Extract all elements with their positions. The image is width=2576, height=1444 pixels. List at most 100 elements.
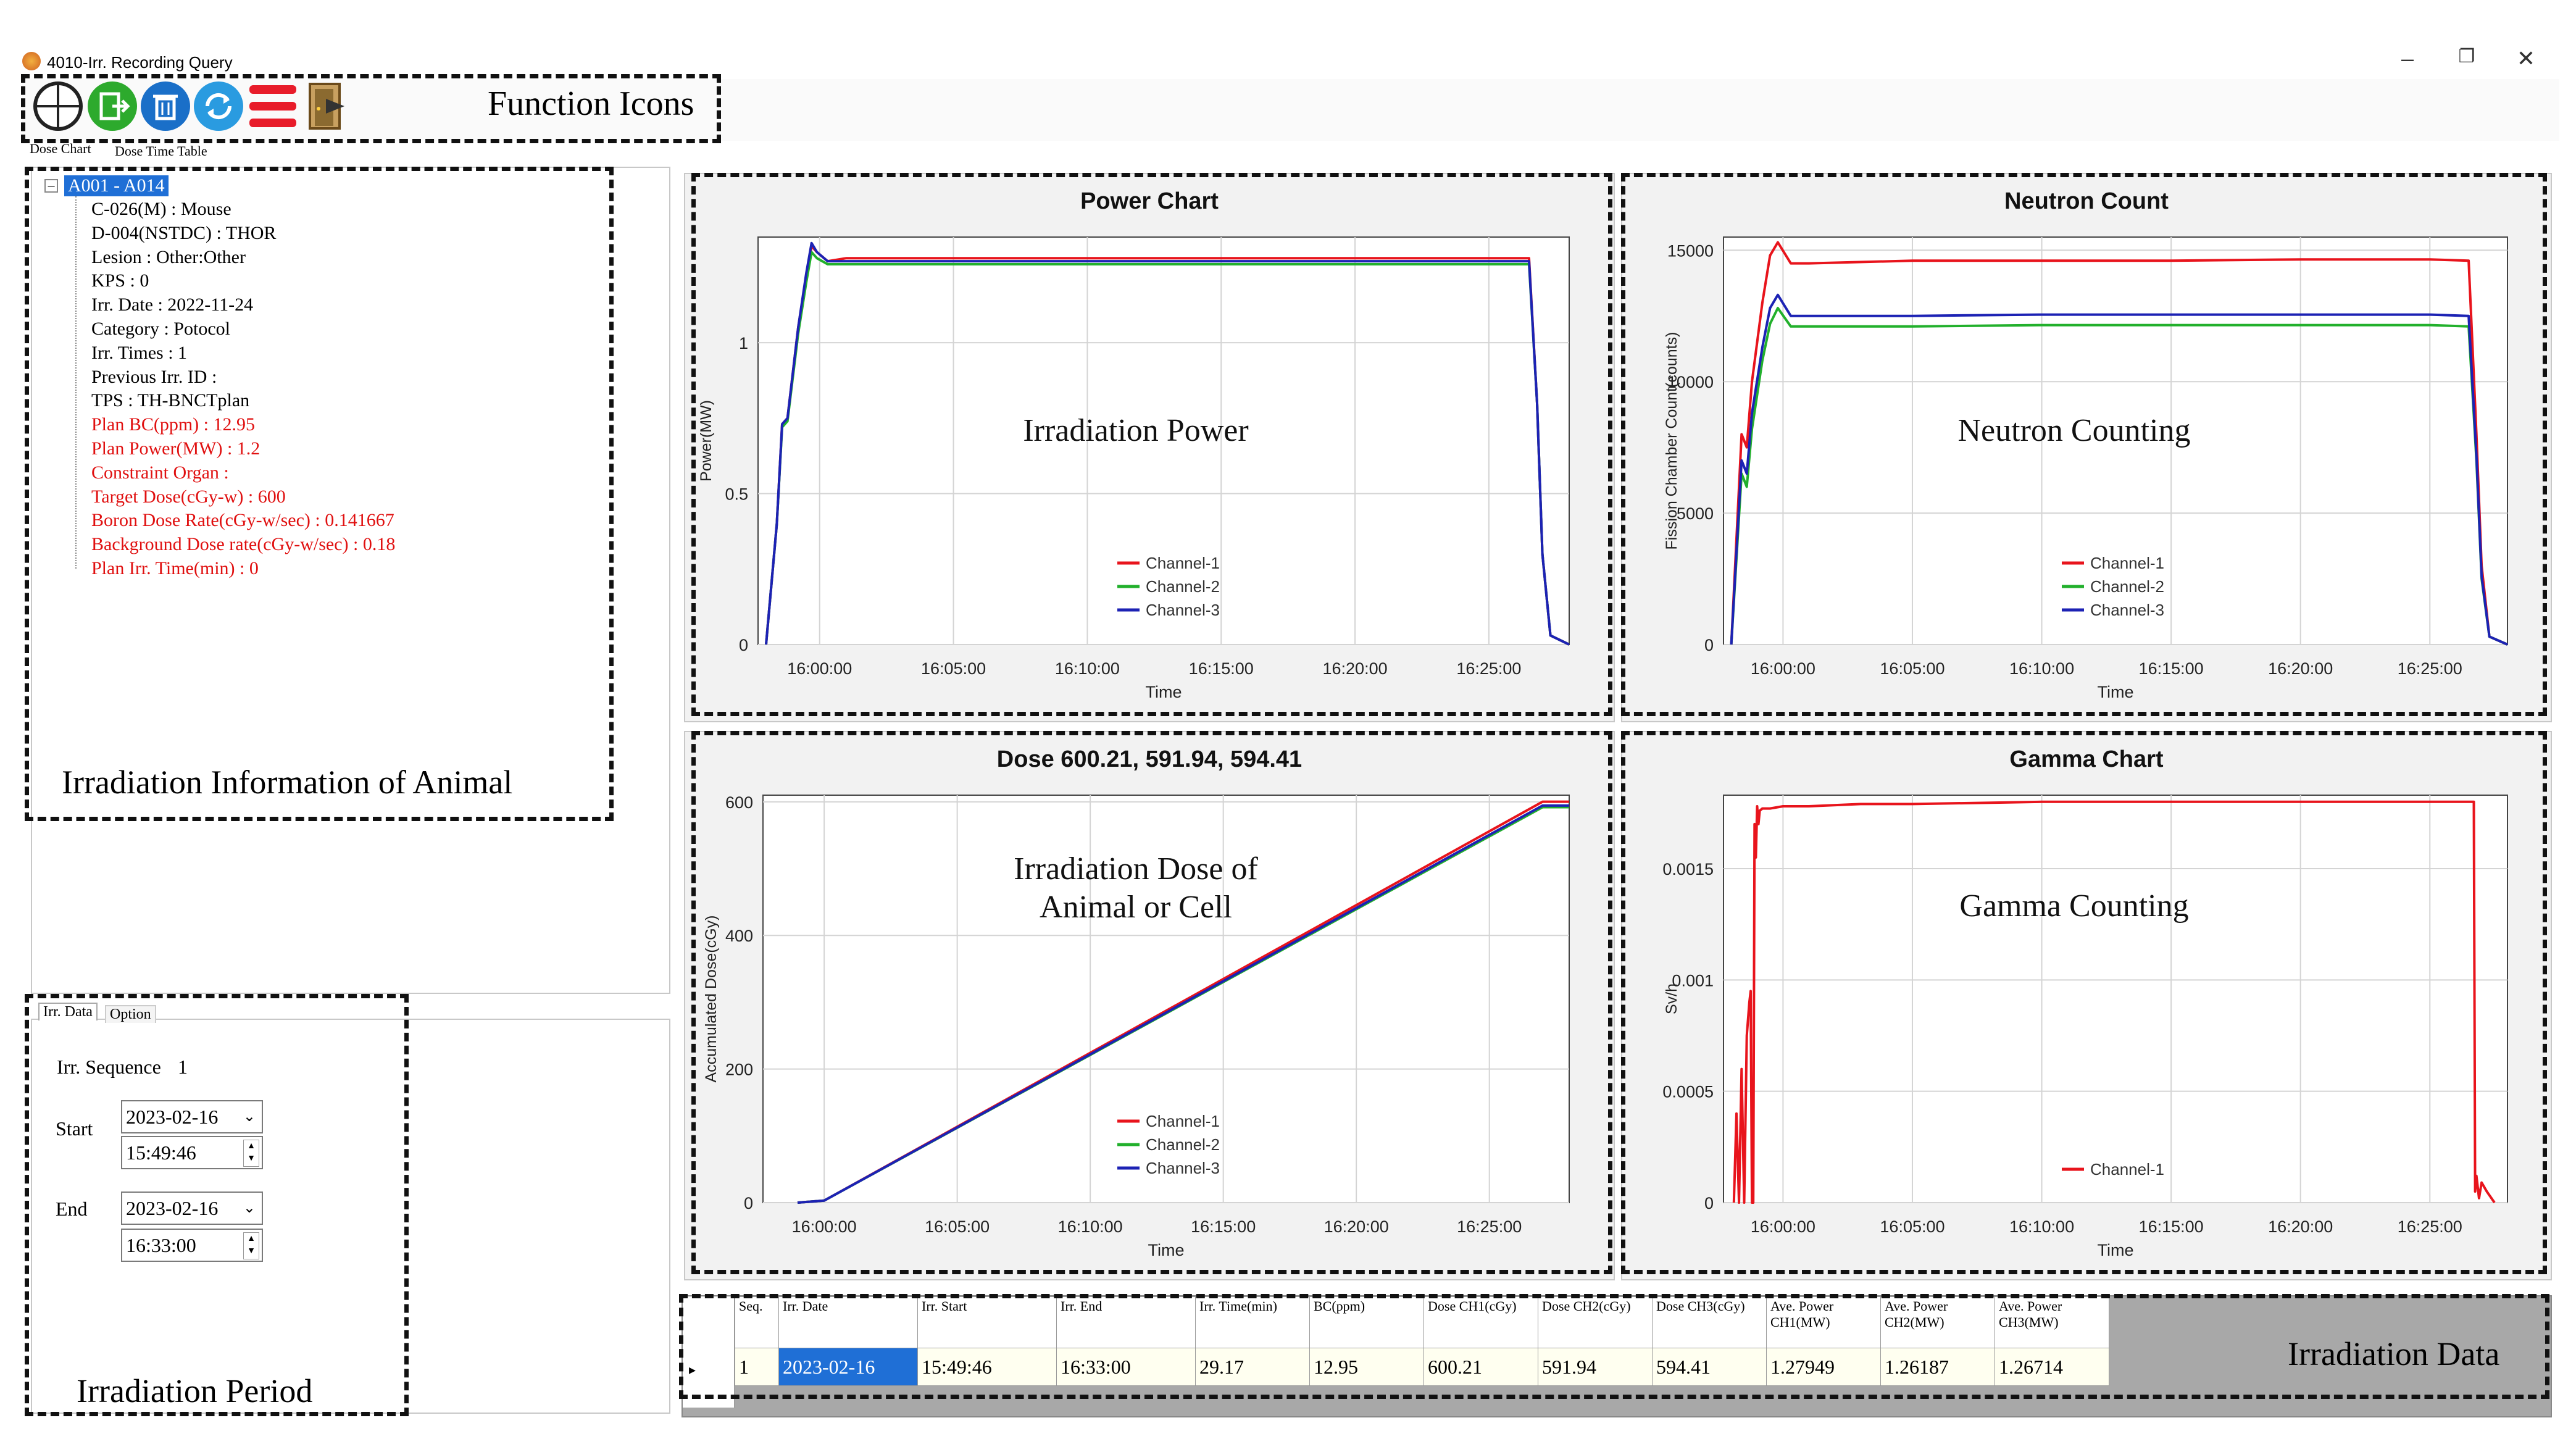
crosshair-icon[interactable] — [33, 81, 83, 131]
tree-item[interactable]: Previous Irr. ID : — [91, 366, 217, 387]
table-cell[interactable]: 1 — [735, 1348, 779, 1386]
series-line-3 — [765, 241, 1570, 646]
spin-arrows-icon[interactable]: ▲ ▼ — [243, 1232, 259, 1259]
x-tick-label: 16:15:00 — [2139, 1217, 2204, 1236]
minimize-button[interactable]: – — [2401, 46, 2414, 71]
chart-title: Gamma Chart — [2009, 746, 2164, 772]
tree-root[interactable]: A001 - A014 — [64, 175, 169, 196]
tree-item[interactable]: Constraint Organ : — [91, 462, 229, 483]
tree-item[interactable]: Category : Potocol — [91, 318, 230, 339]
start-time-input[interactable]: 15:49:46 ▲ ▼ — [121, 1136, 263, 1169]
tree-item[interactable]: Plan Irr. Time(min) : 0 — [91, 557, 259, 578]
chevron-down-icon: ⌄ — [243, 1200, 256, 1216]
column-header[interactable]: Dose CH1(cGy) — [1423, 1296, 1538, 1348]
x-tick-label: 16:20:00 — [2268, 659, 2333, 678]
exit-door-icon[interactable] — [304, 80, 351, 132]
x-tick-label: 16:10:00 — [1055, 659, 1120, 678]
sequence-label: Irr. Sequence — [57, 1056, 161, 1078]
x-tick-label: 16:00:00 — [1751, 1217, 1815, 1236]
end-date-picker[interactable]: 2023-02-16 ⌄ — [121, 1192, 263, 1225]
x-tick-label: 16:20:00 — [1323, 659, 1388, 678]
table-cell[interactable]: 16:33:00 — [1056, 1348, 1196, 1386]
tree-item[interactable]: Boron Dose Rate(cGy-w/sec) : 0.141667 — [91, 510, 394, 531]
legend-label: Channel-2 — [1146, 577, 1220, 596]
column-header[interactable]: Irr. Start — [917, 1296, 1057, 1348]
column-header[interactable]: Dose CH3(cGy) — [1652, 1296, 1767, 1348]
tree-collapse-icon[interactable]: – — [44, 179, 58, 193]
tree-item[interactable]: D-004(NSTDC) : THOR — [91, 222, 277, 243]
x-tick-label: 16:15:00 — [1189, 659, 1254, 678]
table-cell[interactable]: 29.17 — [1195, 1348, 1310, 1386]
table-cell[interactable]: 600.21 — [1423, 1348, 1538, 1386]
x-tick-label: 16:00:00 — [792, 1217, 857, 1236]
y-tick-label: 15000 — [1667, 241, 1714, 260]
y-tick-label: 0.0015 — [1662, 860, 1714, 879]
tab-option[interactable]: Option — [105, 1005, 156, 1023]
y-tick-label: 600 — [725, 793, 753, 812]
legend-label: Channel-3 — [2090, 601, 2164, 619]
close-button[interactable]: ✕ — [2516, 46, 2536, 71]
tree-item[interactable]: Lesion : Other:Other — [91, 246, 246, 267]
chart-title: Neutron Count — [2004, 188, 2169, 214]
y-tick-label: 0.001 — [1672, 971, 1714, 990]
table-body: 1 2023-02-16 15:49:46 16:33:00 29.17 12.95 600… — [735, 1348, 2109, 1386]
tree-item[interactable]: Background Dose rate(cGy-w/sec) : 0.18 — [91, 534, 396, 555]
tree-item[interactable]: Plan Power(MW) : 1.2 — [91, 438, 261, 459]
neutron-overlay: Neutron Counting — [1957, 413, 2191, 448]
window-title: 4010-Irr. Recording Query — [47, 53, 233, 72]
column-header[interactable]: BC(ppm) — [1309, 1296, 1424, 1348]
tree-item[interactable]: C-026(M) : Mouse — [91, 199, 231, 219]
column-header[interactable]: Irr. Time(min) — [1195, 1296, 1310, 1348]
tab-dose-chart[interactable]: Dose Chart — [30, 141, 91, 156]
trash-icon[interactable] — [141, 81, 190, 131]
series-line-3 — [1730, 293, 2508, 646]
table-cell[interactable]: 1.26714 — [1995, 1348, 2109, 1386]
end-time-input[interactable]: 16:33:00 ▲ ▼ — [121, 1229, 263, 1262]
x-tick-label: 16:05:00 — [925, 1217, 990, 1236]
y-tick-label: 0 — [1704, 1194, 1714, 1212]
column-header[interactable]: Dose CH2(cGy) — [1538, 1296, 1653, 1348]
list-icon[interactable] — [248, 83, 298, 130]
tree-item[interactable]: Irr. Date : 2022-11-24 — [91, 294, 254, 315]
chevron-down-icon: ⌄ — [243, 1109, 256, 1125]
tab-irr-data[interactable]: Irr. Data — [38, 1003, 98, 1020]
column-header[interactable]: Irr. End — [1056, 1296, 1196, 1348]
refresh-icon[interactable] — [194, 81, 243, 131]
x-tick-label: 16:10:00 — [1058, 1217, 1123, 1236]
table-row[interactable]: 1 2023-02-16 15:49:46 16:33:00 29.17 12.95 600… — [735, 1348, 2109, 1386]
y-axis-label: Power(MW) — [698, 400, 715, 482]
table-cell[interactable]: 594.41 — [1652, 1348, 1767, 1386]
start-date-picker[interactable]: 2023-02-16 ⌄ — [121, 1100, 263, 1133]
x-axis-label: Time — [1146, 683, 1182, 701]
table-cell[interactable]: 1.26187 — [1880, 1348, 1995, 1386]
y-tick-label: 0 — [739, 636, 748, 654]
data-callout — [679, 1294, 2549, 1399]
tree-item[interactable]: Target Dose(cGy-w) : 600 — [91, 486, 286, 507]
table-cell[interactable]: 12.95 — [1309, 1348, 1424, 1386]
tree-item[interactable]: TPS : TH-BNCTplan — [91, 390, 250, 411]
tree-item[interactable]: Irr. Times : 1 — [91, 342, 188, 363]
start-date-value: 2023-02-16 — [126, 1106, 219, 1128]
tab-dose-time-table[interactable]: Dose Time Table — [115, 143, 207, 159]
table-cell[interactable]: 2023-02-16 — [778, 1348, 918, 1386]
function-icons-label: Function Icons — [488, 85, 694, 123]
function-icons-callout — [21, 74, 721, 143]
column-header[interactable]: Ave. Power CH2(MW) — [1880, 1296, 1995, 1348]
y-tick-label: 5000 — [1677, 504, 1714, 523]
x-tick-label: 16:25:00 — [1457, 1217, 1522, 1236]
export-icon[interactable] — [88, 81, 137, 131]
period-callout-label: Irradiation Period — [77, 1372, 313, 1409]
x-tick-label: 16:20:00 — [1324, 1217, 1389, 1236]
plot-area — [1723, 236, 2508, 645]
table-cell[interactable]: 591.94 — [1538, 1348, 1653, 1386]
spin-arrows-icon[interactable]: ▲ ▼ — [243, 1140, 259, 1167]
legend-label: Channel-3 — [1146, 601, 1220, 619]
table-cell[interactable]: 1.27949 — [1766, 1348, 1881, 1386]
tree-item[interactable]: KPS : 0 — [91, 270, 149, 291]
table-cell[interactable]: 15:49:46 — [917, 1348, 1057, 1386]
tree-item[interactable]: Plan BC(ppm) : 12.95 — [91, 414, 256, 435]
restore-button[interactable]: ❐ — [2458, 46, 2475, 67]
x-tick-label: 16:20:00 — [2268, 1217, 2333, 1236]
y-axis-label: Accumulated Dose(cGy) — [702, 916, 720, 1083]
app-icon — [22, 52, 41, 70]
